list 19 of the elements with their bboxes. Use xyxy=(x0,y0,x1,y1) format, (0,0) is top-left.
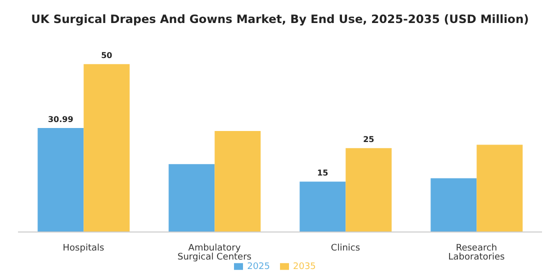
x-tick-label: Research Laboratories xyxy=(448,243,506,262)
legend-label: 2025 xyxy=(247,262,270,272)
bar xyxy=(346,148,392,232)
bar xyxy=(168,164,215,232)
bar xyxy=(476,144,523,232)
data-label: 15 xyxy=(317,168,329,178)
bar xyxy=(430,178,477,232)
data-label: 25 xyxy=(363,135,375,144)
x-tick-label: Ambulatory Surgical Centers xyxy=(178,243,252,262)
x-tick-label: Hospitals xyxy=(62,243,105,254)
bar xyxy=(300,182,346,232)
chart-title: UK Surgical Drapes And Gowns Market, By End Use, 2025-2035 (USD Million) xyxy=(30,11,530,28)
data-label: 30.99 xyxy=(48,114,74,124)
bar xyxy=(214,130,261,232)
legend-label: 2035 xyxy=(293,262,316,272)
x-tick-label: Clinics xyxy=(330,243,360,254)
data-label: 50 xyxy=(101,51,113,60)
bar xyxy=(84,64,130,232)
bar xyxy=(38,128,84,232)
